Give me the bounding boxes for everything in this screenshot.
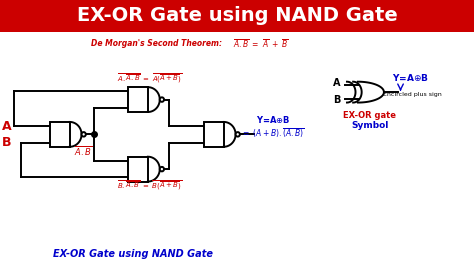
Circle shape (160, 167, 164, 171)
Text: Y=A$\oplus$B: Y=A$\oplus$B (256, 114, 290, 126)
Text: EX-OR Gate using NAND Gate: EX-OR Gate using NAND Gate (77, 6, 397, 25)
Text: $\overline{A.\overline{A.B}}\ =\ \overline{A(\overline{A+B})}$: $\overline{A.\overline{A.B}}\ =\ \overli… (117, 71, 182, 84)
Text: EX-OR gate: EX-OR gate (343, 111, 396, 120)
Text: B: B (333, 95, 340, 105)
Text: $=\ (A+B).\overline{(A.B)}$: $=\ (A+B).\overline{(A.B)}$ (241, 126, 305, 140)
Polygon shape (204, 122, 224, 147)
Polygon shape (128, 157, 148, 182)
Text: Encircled plus sign: Encircled plus sign (383, 92, 442, 97)
Text: $\overline{A.B}\ =\ \overline{A}\ +\ \overline{B}$: $\overline{A.B}\ =\ \overline{A}\ +\ \ov… (233, 37, 289, 50)
Text: Symbol: Symbol (351, 121, 388, 130)
Text: B: B (2, 136, 12, 149)
Polygon shape (128, 87, 148, 112)
Circle shape (160, 97, 164, 102)
Polygon shape (50, 122, 70, 147)
Text: $\overline{A.B}$: $\overline{A.B}$ (74, 144, 92, 158)
FancyBboxPatch shape (0, 31, 474, 266)
Text: $\overline{B.\overline{A.B}}\ =\ \overline{B(\overline{A+B})}$: $\overline{B.\overline{A.B}}\ =\ \overli… (117, 178, 182, 191)
Text: De Morgan's Second Theorem:: De Morgan's Second Theorem: (91, 39, 222, 48)
Text: A: A (333, 78, 340, 88)
Circle shape (236, 132, 240, 136)
Text: Y=A$\oplus$B: Y=A$\oplus$B (392, 72, 428, 83)
Text: A: A (2, 120, 12, 132)
Circle shape (82, 132, 86, 136)
FancyBboxPatch shape (0, 0, 474, 31)
Text: EX-OR Gate using NAND Gate: EX-OR Gate using NAND Gate (53, 249, 213, 259)
